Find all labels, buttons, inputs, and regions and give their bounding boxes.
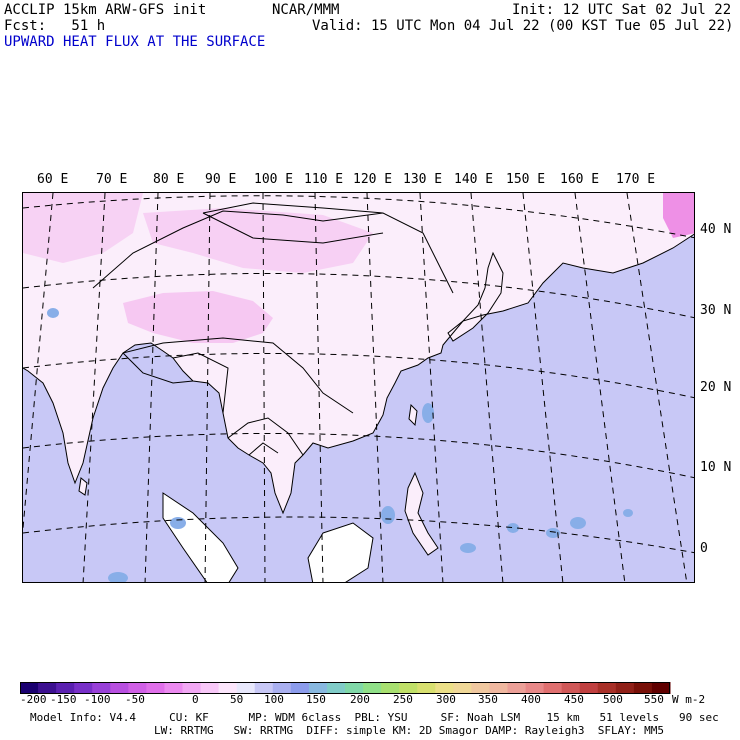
colorbar-swatch (56, 682, 75, 694)
valid-time: Valid: 15 UTC Mon 04 Jul 22 (00 KST Tue … (312, 18, 734, 34)
philippines (404, 471, 439, 556)
colorbar-tick: 100 (264, 693, 284, 706)
colorbar-swatch (579, 682, 599, 694)
colorbar-swatch (561, 682, 581, 694)
colorbar-swatch (399, 682, 418, 694)
colorbar-swatch (146, 682, 165, 694)
field-title: UPWARD HEAT FLUX AT THE SURFACE (4, 34, 266, 50)
colorbar-swatch (74, 682, 93, 694)
colorbar-swatch (308, 682, 328, 694)
center-label: NCAR/MMM (272, 2, 340, 18)
colorbar-unit: W m-2 (672, 693, 706, 706)
colorbar (20, 682, 671, 694)
heat-flux-map (22, 192, 695, 583)
colorbar-swatch (381, 682, 400, 694)
mongolia-pink (143, 208, 373, 273)
map-canvas (23, 193, 694, 582)
colorbar-swatch (326, 682, 346, 694)
lon-label: 80 E (153, 172, 185, 187)
colorbar-swatch (38, 682, 57, 694)
colorbar-swatch (615, 682, 635, 694)
lon-label: 70 E (96, 172, 128, 187)
asia-landmass (23, 193, 694, 513)
taiwan (408, 403, 418, 427)
colorbar-swatch (182, 682, 202, 694)
lon-label: 170 E (616, 172, 656, 187)
colorbar-tick: 50 (230, 693, 244, 706)
colorbar-swatch (290, 682, 310, 694)
colorbar-swatch (417, 682, 436, 694)
colorbar-swatch (128, 682, 147, 694)
colorbar-tick: 450 (564, 693, 584, 706)
lon-label: 60 E (37, 172, 69, 187)
colorbar-border (20, 682, 670, 694)
colorbar-tick: 200 (350, 693, 370, 706)
colorbar-swatch (597, 682, 617, 694)
colorbar-swatch (651, 682, 671, 694)
lon-label: 150 E (506, 172, 546, 187)
india-border (122, 352, 229, 414)
colorbar-tick: 550 (644, 693, 664, 706)
colorbar-swatch (236, 682, 256, 694)
colorbar-swatch (254, 682, 274, 694)
kamchatka-pink (663, 193, 694, 238)
lon-label: 100 E (254, 172, 294, 187)
sumatra (162, 492, 239, 582)
colorbar-swatch (471, 682, 490, 694)
colorbar-swatch (164, 682, 183, 694)
colorbar-swatch (92, 682, 111, 694)
colorbar-swatch (633, 682, 653, 694)
colorbar-swatch (525, 682, 545, 694)
indochina-border (227, 417, 304, 456)
colorbar-swatch (272, 682, 292, 694)
colorbar-swatch (507, 682, 527, 694)
tibet-plateau-pink (123, 291, 273, 343)
model-info-line1: Model Info: V4.4 CU: KF MP: WDM 6class P… (30, 711, 719, 724)
colorbar-swatch (110, 682, 129, 694)
colorbar-tick: 350 (478, 693, 498, 706)
sri-lanka (78, 477, 88, 496)
lat-label: 30 N (700, 303, 732, 318)
lon-label: 130 E (403, 172, 443, 187)
colorbar-tick: 300 (436, 693, 456, 706)
lat-label: 0 (700, 541, 708, 556)
mongolia-border (202, 202, 384, 244)
colorbar-swatch (20, 682, 39, 694)
colorbar-tick: 500 (603, 693, 623, 706)
lon-label: 90 E (205, 172, 237, 187)
lon-label: 140 E (454, 172, 494, 187)
northwest-pink (23, 193, 143, 263)
model-info-line2: LW: RRTMG SW: RRTMG DIFF: simple KM: 2D … (154, 724, 664, 737)
colorbar-swatch (363, 682, 382, 694)
lon-label: 110 E (304, 172, 344, 187)
convection-spots (47, 308, 633, 582)
colorbar-tick: 400 (521, 693, 541, 706)
colorbar-swatch (543, 682, 563, 694)
colorbar-tick: -50 (125, 693, 145, 706)
forecast-hour: Fcst: 51 h (4, 18, 106, 34)
colorbar-swatch (453, 682, 472, 694)
lat-label: 10 N (700, 460, 732, 475)
colorbar-tick: 0 (192, 693, 199, 706)
colorbar-tick: 150 (306, 693, 326, 706)
colorbar-tick: 250 (393, 693, 413, 706)
init-time: Init: 12 UTC Sat 02 Jul 22 (512, 2, 732, 18)
lat-label: 20 N (700, 380, 732, 395)
colorbar-swatch (435, 682, 454, 694)
colorbar-tick: -150 (50, 693, 77, 706)
lon-label: 120 E (353, 172, 393, 187)
lat-label: 40 N (700, 222, 732, 237)
colorbar-swatch (218, 682, 238, 694)
colorbar-swatch (345, 682, 364, 694)
colorbar-tick: -200 (20, 693, 47, 706)
model-title: ACCLIP 15km ARW-GFS init (4, 2, 207, 18)
asia-coastline (23, 233, 694, 515)
colorbar-swatch (489, 682, 508, 694)
lon-label: 160 E (560, 172, 600, 187)
colorbar-tick: -100 (84, 693, 111, 706)
colorbar-swatch (200, 682, 220, 694)
china-border (92, 210, 454, 414)
borneo (307, 522, 374, 582)
